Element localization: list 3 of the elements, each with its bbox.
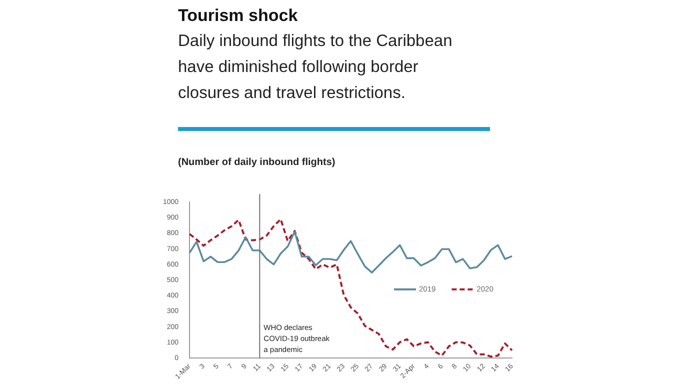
chart-title: Tourism shock — [178, 6, 298, 26]
y-axis-title: (Number of daily inbound flights) — [178, 157, 336, 168]
chart-subtitle: Daily inbound flights to the Caribbean have diminished following border closures and travel restrictions. — [178, 31, 454, 104]
